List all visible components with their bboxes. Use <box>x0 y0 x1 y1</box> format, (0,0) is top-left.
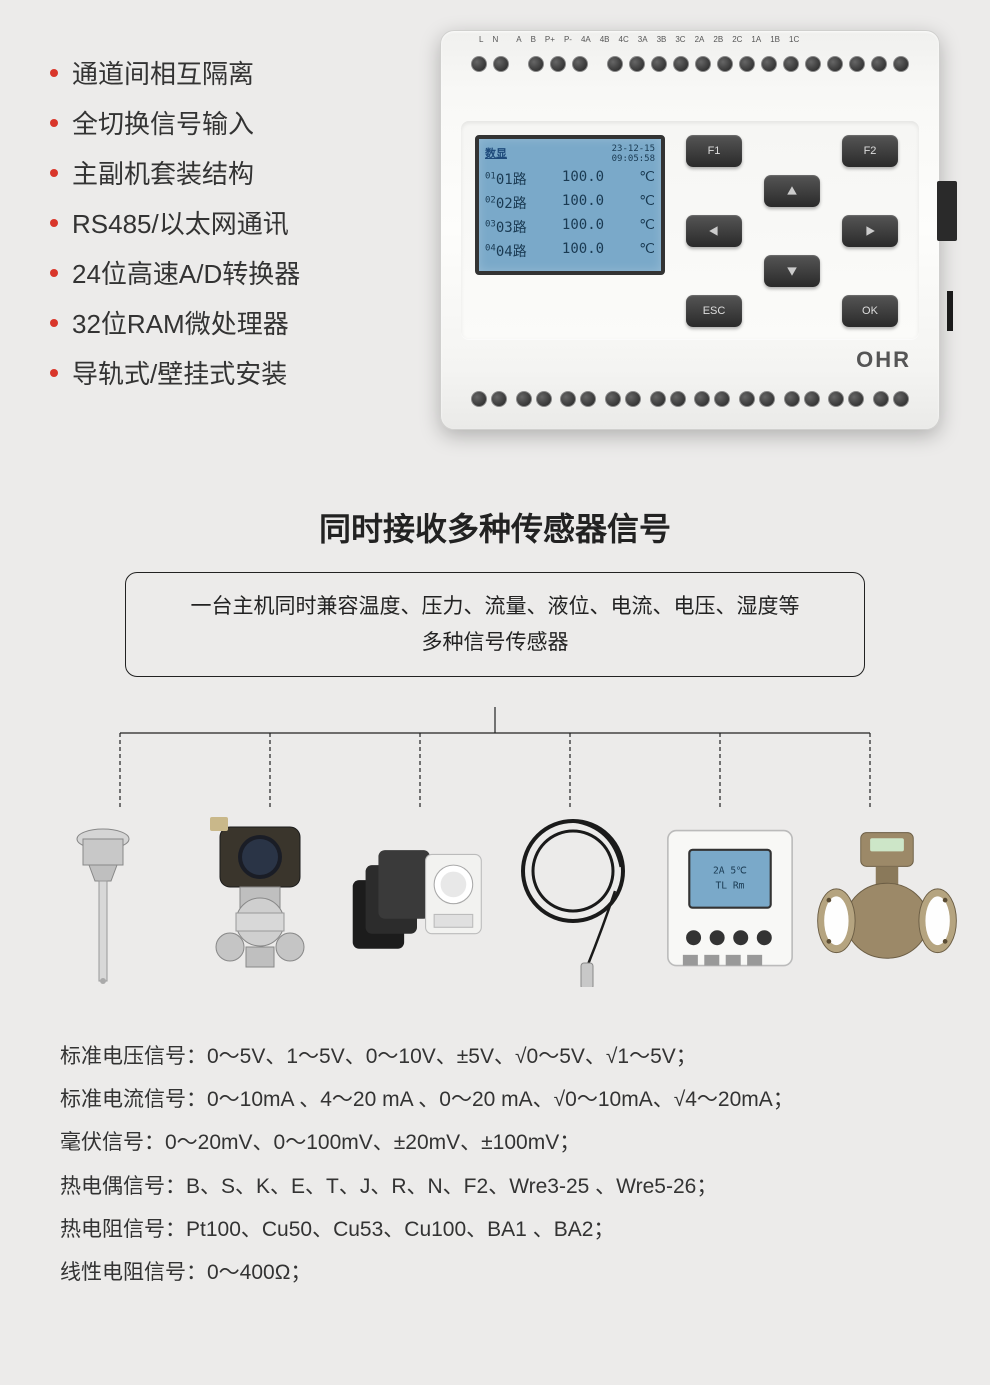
feature-item: 24位高速A/D转换器 <box>50 254 410 291</box>
feature-list: 通道间相互隔离全切换信号输入主副机套装结构 RS485/以太网通讯 24位高速A/D… <box>50 30 410 460</box>
section-title: 同时接收多种传感器信号 <box>0 504 990 550</box>
spec-line: 线性电阻信号：0～400Ω； <box>60 1251 930 1294</box>
device-illustration: LNABP+P-4A4B4C3A3B3C2A2B2C1A1B1C 数显 23-1… <box>440 30 950 460</box>
feature-text: 32位RAM微处理器 <box>72 304 289 341</box>
panel-meter-icon: 2A 5℃ TL Rm <box>655 817 805 987</box>
lcd-title: 数显 <box>485 145 507 165</box>
feature-item: 通道间相互隔离 <box>50 54 410 91</box>
lcd-time: 09:05:58 <box>612 154 655 164</box>
bullet-icon <box>50 219 58 227</box>
bullet-icon <box>50 169 58 177</box>
f1-button[interactable]: F1 <box>686 135 742 167</box>
esc-button[interactable]: ESC <box>686 295 742 327</box>
desc-line-1: 一台主机同时兼容温度、压力、流量、液位、电流、电压、湿度等 <box>191 595 800 618</box>
flow-meter-icon <box>812 817 962 987</box>
lcd-row: 0101路100.0℃ <box>485 169 655 189</box>
feature-text: 导轨式/壁挂式安装 <box>72 354 287 391</box>
feature-item: 32位RAM微处理器 <box>50 304 410 341</box>
side-slot-icon <box>947 291 953 331</box>
pressure-transmitter-icon <box>185 817 335 987</box>
specs-list: 标准电压信号：0～5V、1～5V、0～10V、±5V、√0～5V、√1～5V；标… <box>0 1035 990 1293</box>
feature-text: 主副机套装结构 <box>72 154 254 191</box>
bullet-icon <box>50 369 58 377</box>
device-brand: OHR <box>856 347 911 373</box>
feature-item: 主副机套装结构 <box>50 154 410 191</box>
bullet-icon <box>50 69 58 77</box>
bullet-icon <box>50 119 58 127</box>
svg-text:2A 5℃: 2A 5℃ <box>713 865 747 876</box>
device-lcd: 数显 23-12-15 09:05:58 0101路100.0℃ 0202路100… <box>475 135 665 275</box>
spec-line: 毫伏信号：0～20mV、0～100mV、±20mV、±100mV； <box>60 1121 930 1164</box>
feature-item: RS485/以太网通讯 <box>50 204 410 241</box>
lcd-date: 23-12-15 <box>612 144 655 154</box>
sensor-row: 2A 5℃ TL Rm <box>25 807 965 997</box>
lcd-row: 0202路100.0℃ <box>485 193 655 213</box>
description-box: 一台主机同时兼容温度、压力、流量、液位、电流、电压、湿度等 多种信号传感器 <box>125 572 865 677</box>
spec-line: 标准电流信号：0～10mA 、4～20 mA 、0～20 mA、√0～10mA、… <box>60 1078 930 1121</box>
level-probe-icon <box>498 817 648 987</box>
svg-text:TL Rm: TL Rm <box>715 880 744 891</box>
down-button[interactable] <box>764 255 820 287</box>
side-port-icon <box>937 181 957 241</box>
spec-line: 热电偶信号：B、S、K、E、T、J、R、N、F2、Wre3-25 、Wre5-2… <box>60 1165 930 1208</box>
f2-button[interactable]: F2 <box>842 135 898 167</box>
feature-item: 导轨式/壁挂式安装 <box>50 354 410 391</box>
bullet-icon <box>50 269 58 277</box>
thermocouple-probe-icon <box>28 817 178 987</box>
up-button[interactable] <box>764 175 820 207</box>
left-button[interactable] <box>686 215 742 247</box>
right-button[interactable] <box>842 215 898 247</box>
feature-text: 通道间相互隔离 <box>72 54 254 91</box>
spec-line: 热电阻信号：Pt100、Cu50、Cu53、Cu100、BA1 、BA2； <box>60 1208 930 1251</box>
lcd-row: 0404路100.0℃ <box>485 241 655 261</box>
lcd-row: 0303路100.0℃ <box>485 217 655 237</box>
current-transformer-icon <box>342 817 492 987</box>
feature-text: 全切换信号输入 <box>72 104 254 141</box>
feature-item: 全切换信号输入 <box>50 104 410 141</box>
connector-diagram <box>60 707 930 807</box>
feature-text: RS485/以太网通讯 <box>72 204 289 241</box>
device-keypad: F1 F2 ESC OK <box>679 135 905 325</box>
spec-line: 标准电压信号：0～5V、1～5V、0～10V、±5V、√0～5V、√1～5V； <box>60 1035 930 1078</box>
feature-text: 24位高速A/D转换器 <box>72 254 300 291</box>
bullet-icon <box>50 319 58 327</box>
desc-line-2: 多种信号传感器 <box>422 631 569 654</box>
ok-button[interactable]: OK <box>842 295 898 327</box>
